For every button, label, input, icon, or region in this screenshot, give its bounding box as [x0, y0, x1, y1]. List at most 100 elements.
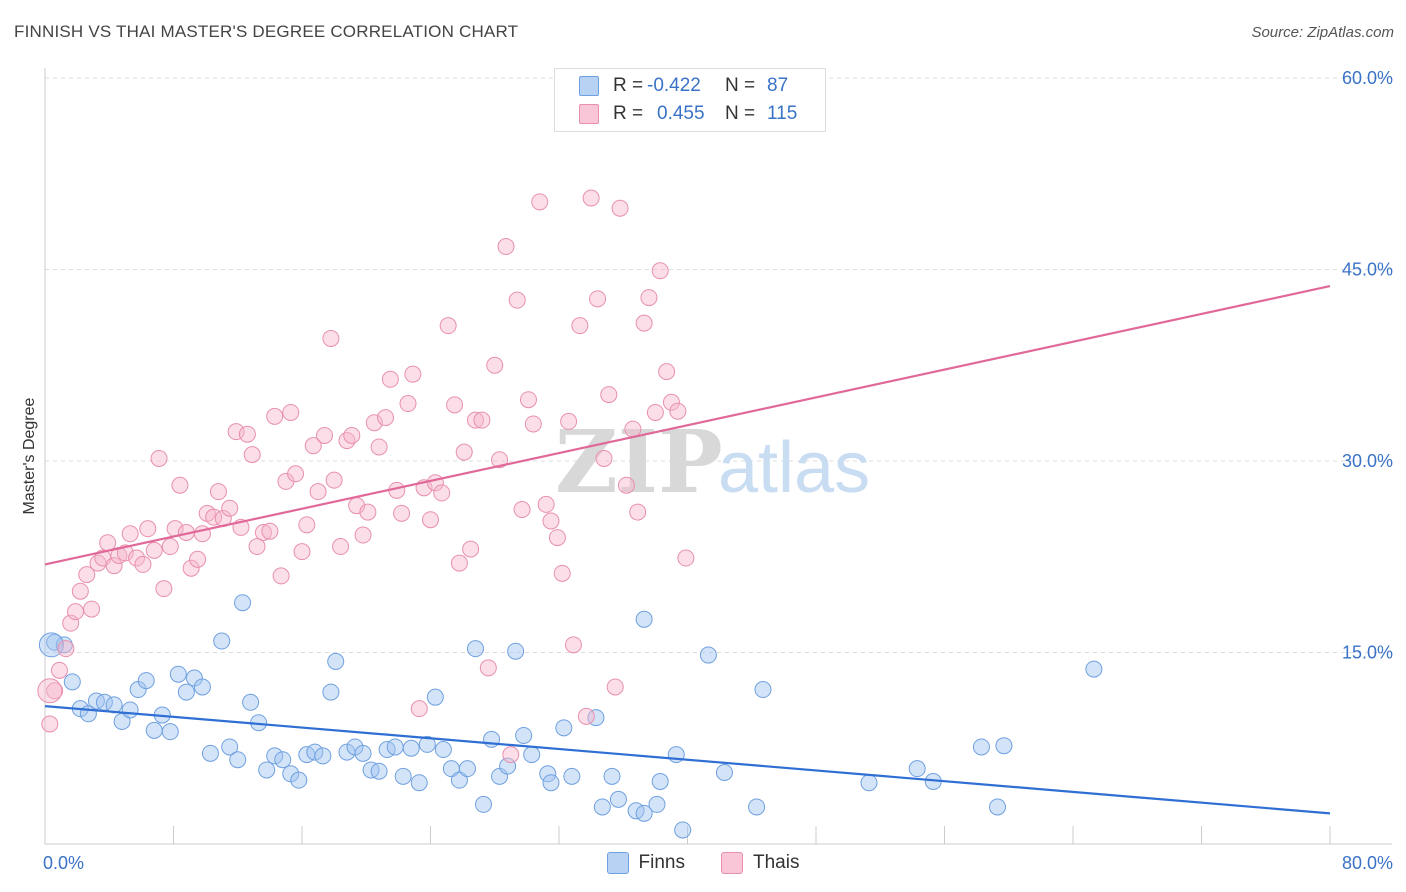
thais-point [315, 426, 333, 444]
finns-legend-swatch [606, 852, 629, 874]
thais-point [446, 396, 464, 414]
finns-point [177, 683, 195, 701]
thais-point [508, 291, 526, 309]
thais-point [466, 411, 484, 429]
finns-point [699, 646, 717, 664]
watermark-atlas: atlas [718, 428, 870, 508]
finns-point [63, 673, 81, 691]
n-value-finns: 87 [767, 75, 789, 96]
finns-point [475, 795, 493, 813]
finns-point [145, 721, 163, 739]
thais-point [502, 746, 520, 764]
finns-point [651, 772, 669, 790]
thais-point [595, 449, 613, 467]
finns-point [674, 821, 692, 839]
finns-point [563, 767, 581, 785]
thais-point [121, 525, 139, 543]
y-tick-label: 60.0% [1342, 68, 1393, 88]
thais-point [46, 682, 64, 700]
y-tick-label: 30.0% [1342, 451, 1393, 471]
finns-point [542, 774, 560, 792]
thais-point [577, 707, 595, 725]
thais-point [354, 526, 372, 544]
thais-point [37, 678, 63, 704]
thais-point [617, 476, 635, 494]
thais-point [50, 661, 68, 679]
thais-point [221, 499, 239, 517]
thais-point [381, 370, 399, 388]
thais-point [145, 541, 163, 559]
thais-point [646, 403, 664, 421]
r-value-finns: -0.422 [647, 75, 701, 96]
finns-point [450, 771, 468, 789]
watermark-zip: ZIP [555, 412, 723, 513]
thais-swatch [579, 104, 599, 124]
thais-point [479, 659, 497, 677]
thais-point [524, 415, 542, 433]
thais-point [325, 471, 343, 489]
x-tick-label: 80.0% [1342, 853, 1393, 873]
finns-point [121, 701, 139, 719]
thais-point [513, 501, 531, 519]
thais-point [582, 189, 600, 207]
finns-point [995, 737, 1013, 755]
thais-point [282, 403, 300, 421]
thais-point [450, 554, 468, 572]
finns-point [609, 790, 627, 808]
thais-point [433, 484, 451, 502]
thais-point [486, 356, 504, 374]
thais-point [531, 193, 549, 211]
thais-point [624, 420, 642, 438]
thais-point [564, 636, 582, 654]
finns-point [394, 767, 412, 785]
thais-point [553, 564, 571, 582]
thais-point [41, 715, 59, 733]
thais-point [560, 412, 578, 430]
thais-point [71, 582, 89, 600]
thais-point [189, 550, 207, 568]
legend-item-finns[interactable]: Finns [606, 852, 685, 874]
finns-point [213, 632, 231, 650]
thais-point [519, 391, 537, 409]
thais-point [238, 425, 256, 443]
finns-point [635, 610, 653, 628]
thais-point [227, 423, 245, 441]
finns-trend-line [44, 705, 1331, 815]
thais-point [677, 549, 695, 567]
x-tick-label: 0.0% [43, 853, 84, 873]
finns-point [748, 798, 766, 816]
thais-point [600, 386, 618, 404]
finns-point [507, 642, 525, 660]
r-label: R = [613, 75, 644, 96]
thais-point [473, 411, 491, 429]
finns-point [306, 743, 324, 761]
y-tick-label: 15.0% [1342, 643, 1393, 663]
legend-row-thais: R = 0.455 N = 115 [579, 101, 797, 127]
finns-point [258, 761, 276, 779]
n-label: N = [725, 75, 756, 96]
thais-point [548, 529, 566, 547]
thais-point [370, 438, 388, 456]
finns-point [322, 683, 340, 701]
thais-point [338, 432, 356, 450]
thais-point [635, 314, 653, 332]
finns-point [169, 665, 187, 683]
thais-point [304, 437, 322, 455]
thais-point [171, 476, 189, 494]
finns-point [354, 744, 372, 762]
finns-point [908, 760, 926, 778]
thais-point [155, 580, 173, 598]
finns-point [466, 640, 484, 658]
thais-trend-line [44, 285, 1331, 566]
legend-item-thais[interactable]: Thais [721, 852, 799, 874]
finns-point [410, 774, 428, 792]
thais-point [150, 449, 168, 467]
thais-point [287, 465, 305, 483]
thais-legend-label: Thais [753, 852, 800, 873]
finns-point [593, 798, 611, 816]
finns-point [555, 719, 573, 737]
finns-point [715, 764, 733, 782]
finns-point [418, 735, 436, 753]
series-legend: Finns Thais [0, 852, 1406, 874]
thais-point [139, 520, 157, 538]
